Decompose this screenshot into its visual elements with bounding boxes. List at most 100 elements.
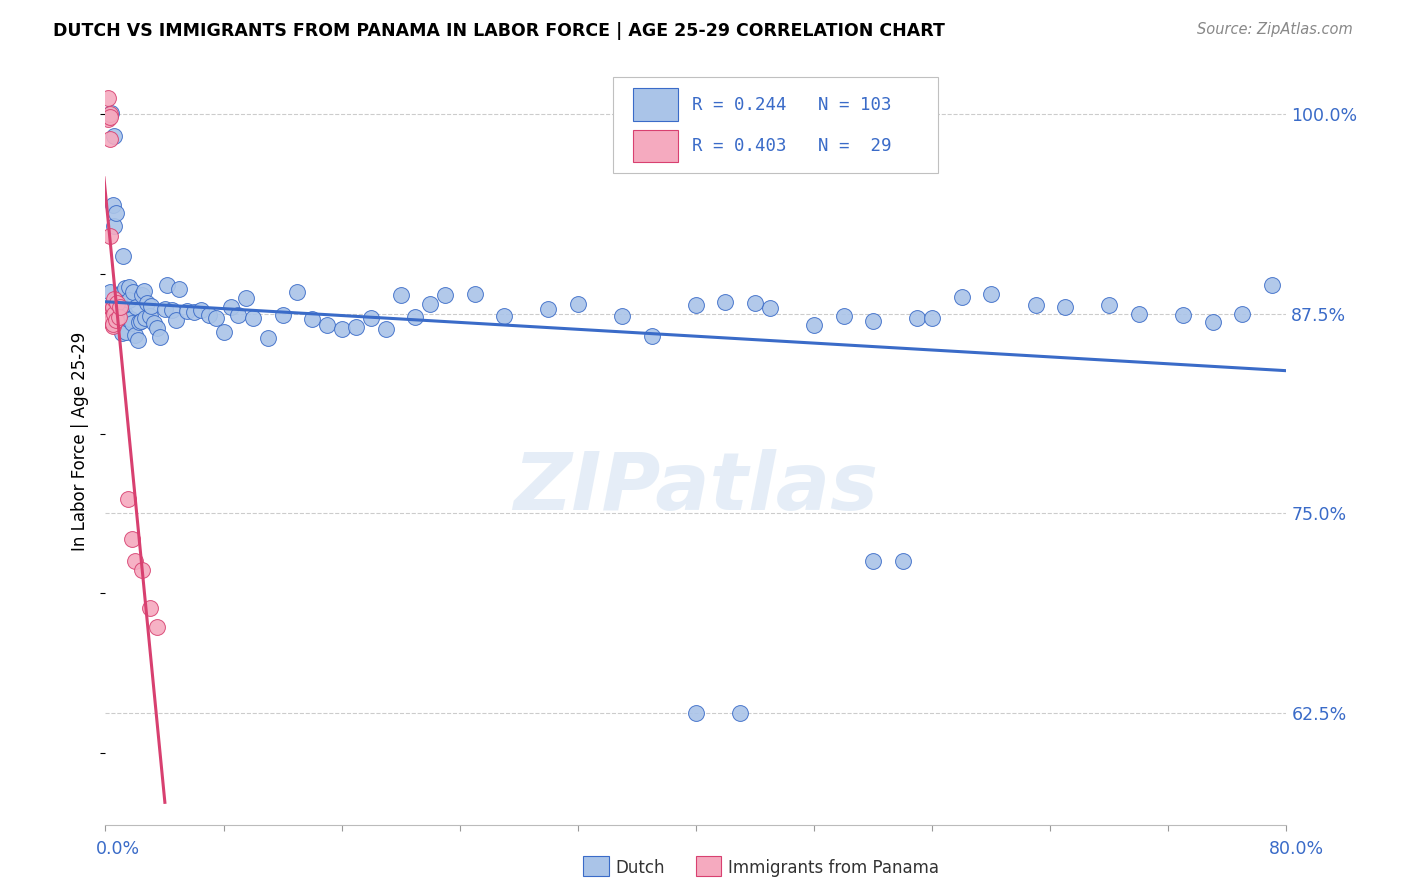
Point (112, 303, 135, 318)
Point (190, 303, 212, 318)
Point (146, 320, 169, 334)
Point (124, 327, 146, 342)
Point (492, 310, 515, 324)
Point (111, 326, 134, 341)
Point (100, 312, 122, 326)
Text: 80.0%: 80.0% (1270, 840, 1324, 858)
Point (103, 219, 125, 233)
Point (389, 287, 412, 301)
Point (205, 310, 228, 325)
Point (301, 311, 323, 326)
Point (744, 295, 766, 310)
Point (100, 106, 122, 120)
Point (271, 308, 294, 322)
Point (169, 282, 191, 296)
Point (131, 563, 153, 577)
Point (104, 299, 127, 313)
Point (107, 310, 129, 324)
Point (111, 285, 134, 300)
Point (464, 287, 486, 301)
Point (891, 554, 914, 568)
Text: ZIPatlas: ZIPatlas (513, 449, 879, 526)
Point (134, 310, 156, 325)
Point (235, 292, 257, 306)
Point (118, 280, 141, 294)
Point (1128, 307, 1150, 321)
Point (1098, 298, 1121, 312)
Point (98, 132, 121, 146)
Point (101, 301, 124, 316)
Point (98, 110, 121, 124)
Point (950, 290, 973, 304)
Point (1201, 315, 1223, 329)
Point (1171, 308, 1194, 322)
Text: Source: ZipAtlas.com: Source: ZipAtlas.com (1197, 22, 1353, 37)
Point (131, 288, 153, 302)
Point (114, 307, 136, 321)
Point (610, 309, 633, 323)
Point (143, 316, 166, 330)
Point (641, 329, 664, 343)
Point (121, 533, 143, 547)
Point (1054, 300, 1077, 314)
FancyBboxPatch shape (613, 77, 938, 173)
Point (103, 307, 125, 321)
Point (862, 554, 884, 568)
Point (567, 297, 589, 311)
Point (183, 305, 205, 319)
Point (105, 309, 128, 323)
Point (419, 297, 441, 311)
Point (165, 313, 187, 327)
Point (921, 311, 943, 326)
Point (132, 284, 155, 298)
Point (160, 303, 183, 318)
Point (129, 314, 152, 328)
Point (100, 300, 122, 314)
Point (862, 314, 884, 328)
Point (101, 197, 124, 211)
Point (101, 319, 124, 334)
Point (176, 303, 198, 318)
Point (803, 318, 825, 333)
Point (149, 330, 172, 344)
Point (228, 308, 250, 322)
Point (730, 706, 752, 721)
Point (112, 249, 135, 263)
Point (685, 298, 707, 312)
Point (98, 285, 121, 299)
Point (138, 600, 162, 615)
Point (1261, 277, 1284, 292)
Point (104, 313, 127, 327)
Bar (633, 130, 678, 162)
Point (98, 311, 121, 326)
Point (219, 300, 242, 314)
Point (287, 285, 309, 299)
Point (315, 318, 337, 332)
Point (138, 309, 162, 323)
Point (103, 299, 125, 313)
Point (242, 311, 264, 326)
Point (97, 112, 120, 126)
Point (759, 301, 782, 316)
Point (346, 320, 368, 334)
Point (117, 311, 139, 326)
Point (98, 303, 121, 318)
Point (124, 554, 146, 568)
Point (832, 309, 855, 323)
Point (100, 315, 122, 329)
Text: Immigrants from Panama: Immigrants from Panama (728, 859, 939, 877)
Point (141, 300, 163, 314)
Point (374, 322, 398, 336)
Point (110, 300, 132, 314)
Point (907, 310, 929, 325)
Point (120, 312, 142, 326)
Point (135, 296, 157, 310)
Point (128, 315, 150, 329)
Text: 0.0%: 0.0% (96, 840, 139, 858)
Point (103, 129, 125, 144)
Point (1232, 307, 1254, 321)
Text: DUTCH VS IMMIGRANTS FROM PANAMA IN LABOR FORCE | AGE 25-29 CORRELATION CHART: DUTCH VS IMMIGRANTS FROM PANAMA IN LABOR… (53, 22, 945, 40)
Point (156, 277, 179, 292)
Y-axis label: In Labor Force | Age 25-29: In Labor Force | Age 25-29 (72, 332, 90, 551)
Point (103, 292, 125, 306)
